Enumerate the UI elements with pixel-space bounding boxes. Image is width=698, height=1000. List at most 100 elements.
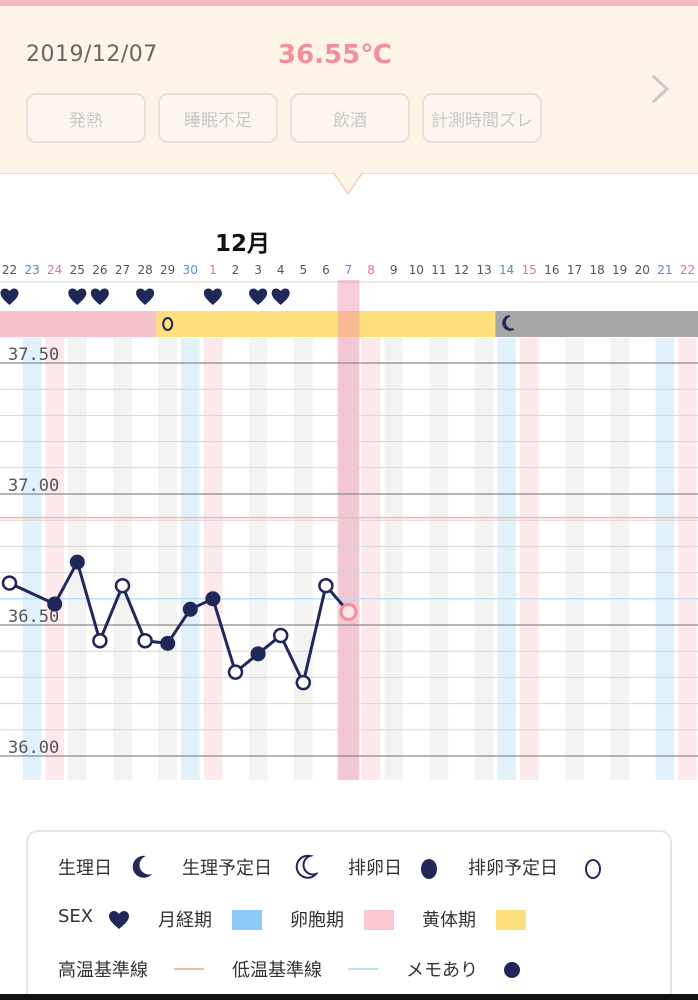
bbt-chart[interactable]: 37.50 37.00 36.50 36.00 [0, 280, 698, 782]
moon-filled-icon [132, 855, 152, 878]
temperature-point [114, 577, 131, 594]
sex-heart-icon [90, 288, 109, 305]
date-label[interactable]: 26 [92, 263, 108, 277]
heart-icon [109, 911, 129, 929]
chart-legend: 生理日 生理予定日 排卵日 排卵予定日 SEX 月経期 卵胞期 黄体期 高温基準… [26, 830, 672, 1000]
phase-bar [0, 311, 157, 337]
date-label[interactable]: 2 [231, 263, 240, 277]
date-label[interactable]: 8 [367, 263, 375, 277]
legend-memo-label: メモあり [406, 960, 478, 981]
tag-time-shift-button[interactable]: 計測時間ズレ [422, 93, 542, 143]
day-column [294, 338, 313, 780]
legend-follicular-label: 卵胞期 [290, 910, 344, 931]
tag-sleep-deprivation-button[interactable]: 睡眠不足 [158, 93, 278, 143]
date-label[interactable]: 19 [612, 263, 628, 277]
egg-outline-icon [585, 859, 601, 879]
day-column [248, 338, 268, 780]
period-expected-icon [502, 315, 515, 331]
temperature-point [137, 632, 153, 649]
temperature-point-memo [160, 635, 176, 651]
bottom-bar [0, 994, 698, 1000]
date-label[interactable]: 29 [160, 263, 176, 277]
date-label[interactable]: 14 [499, 263, 515, 277]
date-label[interactable]: 27 [114, 263, 131, 277]
date-label[interactable]: 22 [1, 263, 18, 277]
temperature-point [1, 575, 18, 591]
selected-date: 2019/12/07 [26, 42, 158, 67]
date-label[interactable]: 10 [408, 263, 424, 277]
panel-pointer [333, 172, 363, 196]
sex-heart-icon [68, 288, 87, 305]
y-tick-label: 37.50 [8, 345, 59, 365]
luteal-swatch [496, 910, 526, 930]
high-baseline-swatch [174, 968, 204, 970]
menstrual-swatch [232, 910, 262, 930]
temperature-point-memo [205, 591, 221, 607]
date-label[interactable]: 5 [299, 263, 308, 277]
date-label[interactable]: 21 [657, 263, 673, 277]
date-label[interactable]: 17 [566, 263, 583, 277]
day-column [520, 338, 539, 780]
legend-sex-label: SEX [58, 906, 94, 927]
date-label[interactable]: 23 [24, 263, 40, 277]
phase-bar [156, 311, 496, 337]
current-temperature-point [339, 602, 358, 621]
y-tick-label: 36.50 [8, 607, 59, 627]
legend-menstrual-label: 月経期 [158, 910, 212, 931]
moon-outline-icon [295, 854, 318, 879]
sex-heart-icon [136, 288, 155, 305]
date-label[interactable]: 9 [389, 263, 398, 277]
date-label[interactable]: 12 [453, 263, 470, 277]
date-label[interactable]: 16 [544, 263, 560, 277]
date-label[interactable]: 7 [344, 263, 353, 277]
day-column [158, 338, 177, 780]
date-label[interactable]: 22 [679, 263, 696, 277]
day-column [45, 338, 64, 780]
date-label[interactable]: 11 [431, 263, 447, 277]
legend-ovulation-label: 排卵日 [348, 858, 402, 879]
day-column [361, 338, 381, 780]
sex-heart-icon [249, 288, 268, 305]
temperature-point [227, 664, 244, 680]
day-column [203, 338, 223, 780]
temperature-point-memo [47, 596, 63, 612]
date-axis: 22 23 24 25 26 27 28 29 30 1 2 3 4 5 6 7 8 9 10 11 12 13 14 15 1… [0, 263, 698, 281]
legend-high-baseline-label: 高温基準線 [58, 960, 148, 981]
y-tick-label: 37.00 [8, 476, 59, 496]
date-label[interactable]: 28 [137, 263, 153, 277]
follicular-swatch [364, 910, 394, 930]
day-column [384, 338, 403, 780]
date-label[interactable]: 13 [476, 263, 492, 277]
chevron-right-icon[interactable] [648, 72, 672, 106]
date-label[interactable]: 15 [521, 263, 537, 277]
day-column [497, 338, 516, 780]
temperature-point [295, 674, 312, 691]
day-column [429, 338, 449, 780]
date-label[interactable]: 25 [69, 263, 85, 277]
day-column [678, 338, 697, 780]
tag-drinking-button[interactable]: 飲酒 [290, 93, 410, 143]
legend-ovulation-expected-label: 排卵予定日 [468, 858, 558, 879]
temperature-point [272, 627, 289, 644]
day-column [339, 338, 358, 780]
date-label[interactable]: 3 [254, 263, 262, 277]
sex-heart-icon [271, 288, 290, 305]
legend-period-label: 生理日 [58, 858, 112, 879]
y-tick-label: 36.00 [8, 738, 59, 758]
low-baseline-swatch [348, 968, 378, 970]
sex-heart-icon [203, 288, 222, 305]
top-accent-line [0, 0, 698, 6]
date-label[interactable]: 1 [209, 263, 217, 277]
date-label[interactable]: 4 [276, 263, 285, 277]
tag-fever-button[interactable]: 発熱 [26, 93, 146, 143]
date-label[interactable]: 20 [634, 263, 650, 277]
temperature-point-memo [69, 554, 85, 570]
date-label[interactable]: 30 [182, 263, 198, 277]
selected-day-highlight [337, 280, 360, 780]
day-column [655, 338, 675, 780]
date-label[interactable]: 24 [47, 263, 63, 277]
month-label: 12月 [215, 231, 271, 257]
date-label[interactable]: 18 [589, 263, 605, 277]
date-label[interactable]: 6 [322, 263, 330, 277]
day-column [565, 338, 584, 780]
